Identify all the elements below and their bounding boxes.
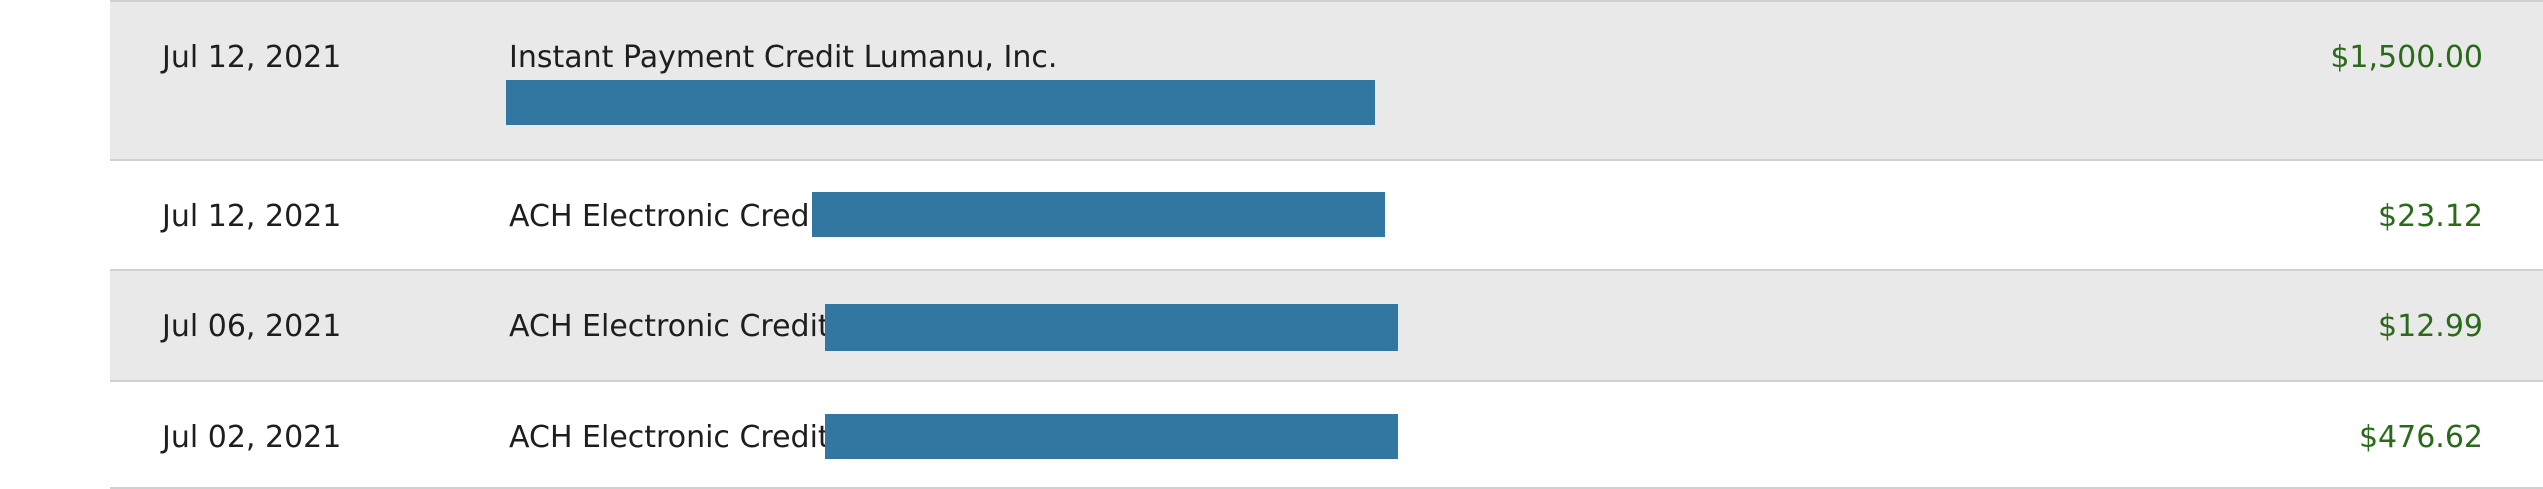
- date: Jul 12, 2021: [162, 199, 342, 234]
- amount: $23.12: [2378, 199, 2483, 234]
- divider: [110, 487, 2543, 489]
- redaction: [825, 304, 1398, 351]
- transaction-list: Jul 12, 2021 Instant Payment Credit Luma…: [110, 0, 2543, 489]
- description: ACH Electronic Credit: [509, 199, 830, 234]
- transaction-row[interactable]: Jul 02, 2021 ACH Electronic Credit $476.…: [110, 380, 2543, 489]
- date: Jul 12, 2021: [162, 40, 342, 75]
- date: Jul 02, 2021: [162, 420, 342, 455]
- description: ACH Electronic Credit: [509, 420, 830, 455]
- transaction-row[interactable]: Jul 12, 2021 Instant Payment Credit Luma…: [110, 0, 2543, 159]
- redaction: [825, 414, 1398, 459]
- transaction-row[interactable]: Jul 06, 2021 ACH Electronic Credit $12.9…: [110, 269, 2543, 380]
- amount: $12.99: [2378, 309, 2483, 344]
- description: Instant Payment Credit Lumanu, Inc.: [509, 40, 1058, 75]
- redaction: [812, 192, 1385, 237]
- amount: $476.62: [2358, 420, 2483, 455]
- description: ACH Electronic Credit: [509, 309, 830, 344]
- date: Jul 06, 2021: [162, 309, 342, 344]
- transaction-row[interactable]: Jul 12, 2021 ACH Electronic Credit $23.1…: [110, 159, 2543, 269]
- amount: $1,500.00: [2330, 40, 2483, 75]
- redaction: [506, 80, 1375, 125]
